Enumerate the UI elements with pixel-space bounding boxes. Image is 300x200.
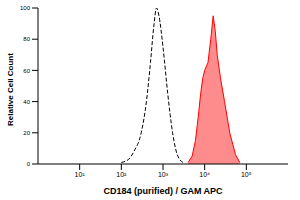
svg-text:80: 80 bbox=[23, 36, 30, 42]
svg-text:10¹: 10¹ bbox=[75, 171, 86, 178]
svg-text:100: 100 bbox=[20, 5, 31, 11]
svg-text:0: 0 bbox=[27, 161, 31, 167]
svg-text:CD184 (purified) / GAM APC: CD184 (purified) / GAM APC bbox=[103, 186, 223, 196]
svg-text:Relative Cell Count: Relative Cell Count bbox=[8, 53, 15, 126]
svg-text:60: 60 bbox=[23, 68, 30, 74]
svg-text:10⁴: 10⁴ bbox=[199, 171, 210, 178]
svg-text:40: 40 bbox=[23, 99, 30, 105]
svg-text:10⁵: 10⁵ bbox=[241, 171, 252, 178]
svg-text:10³: 10³ bbox=[158, 171, 169, 178]
svg-text:20: 20 bbox=[23, 130, 30, 136]
svg-text:10²: 10² bbox=[116, 171, 127, 178]
